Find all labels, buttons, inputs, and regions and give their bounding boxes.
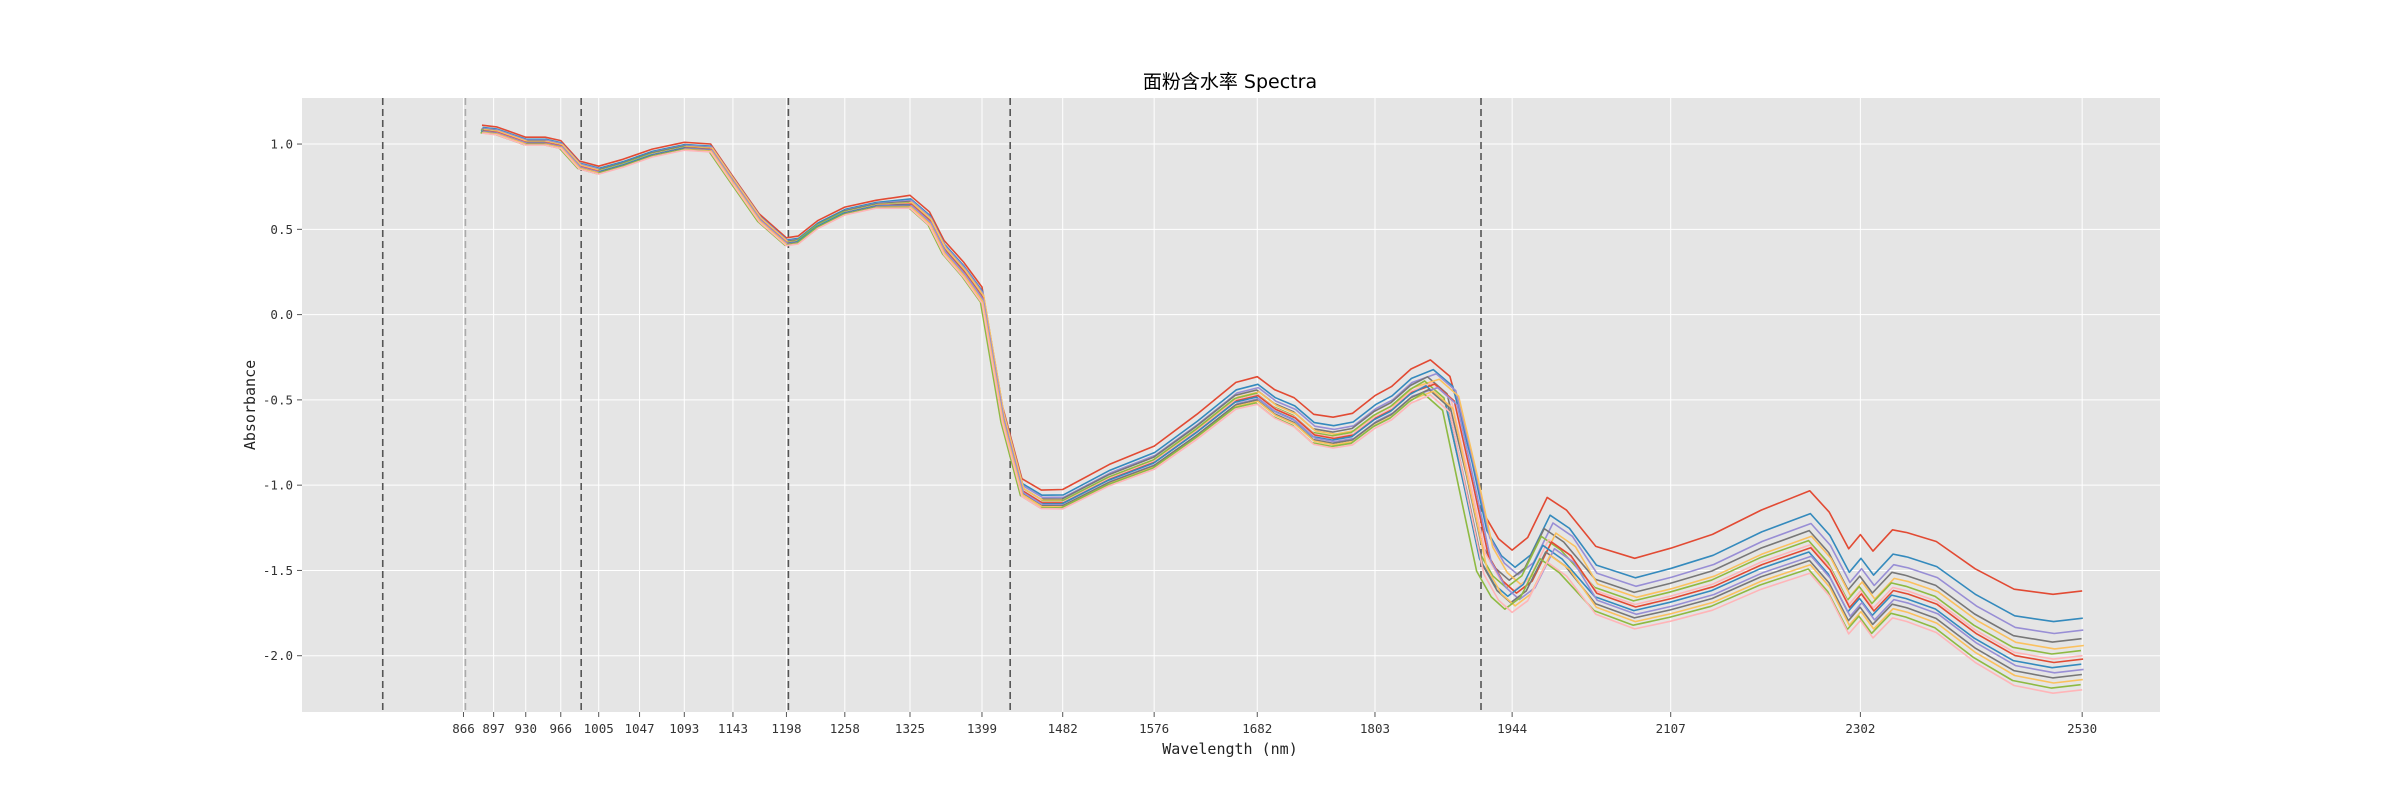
x-axis-ticks: 866 897 930 966 1005 1047 1093 1143 1198 1258 1325… — [452, 712, 2097, 736]
x-tick-label: 1482 — [1048, 721, 1078, 736]
spectrum-series-line — [482, 126, 2083, 623]
spectrum-series-line — [481, 124, 2083, 596]
x-tick-label: 1047 — [624, 721, 654, 736]
x-axis-label: Wavelength (nm) — [1162, 740, 1297, 758]
x-tick-label: 2107 — [1656, 721, 1686, 736]
x-tick-label: 1143 — [718, 721, 748, 736]
spectrum-series-line — [483, 127, 2084, 635]
x-tick-label: 1005 — [584, 721, 614, 736]
y-tick-label: 1.0 — [270, 137, 293, 152]
vertical-markers — [381, 98, 1482, 712]
y-tick-label: 0.0 — [270, 307, 293, 322]
x-tick-label: 930 — [514, 721, 537, 736]
x-tick-label: 2530 — [2067, 721, 2097, 736]
y-tick-label: -1.0 — [263, 478, 293, 493]
spectrum-series-line — [483, 128, 2084, 650]
chart-title: 面粉含水率 Spectra — [1143, 71, 1317, 93]
series-group — [480, 124, 2084, 694]
x-tick-label: 1198 — [771, 721, 801, 736]
x-tick-label: 1576 — [1139, 721, 1169, 736]
x-tick-label: 1093 — [669, 721, 699, 736]
x-tick-label: 1399 — [967, 721, 997, 736]
x-tick-label: 1258 — [830, 721, 860, 736]
y-axis-label: Absorbance — [241, 360, 259, 450]
y-tick-label: -1.5 — [263, 563, 293, 578]
x-tick-label: 1682 — [1242, 721, 1272, 736]
spectrum-series-line — [482, 129, 2084, 664]
spectrum-series-line — [482, 131, 2083, 684]
y-tick-label: -0.5 — [263, 392, 293, 407]
grid — [302, 98, 2160, 712]
x-tick-label: 866 — [452, 721, 475, 736]
x-tick-label: 966 — [549, 721, 572, 736]
y-axis-ticks: 1.0 0.5 0.0 -0.5 -1.0 -1.5 -2.0 — [263, 137, 302, 663]
x-tick-label: 1944 — [1497, 721, 1527, 736]
spectrum-series-line — [483, 130, 2084, 674]
x-tick-label: 897 — [482, 721, 505, 736]
x-tick-label: 2302 — [1845, 721, 1875, 736]
spectrum-series-line — [481, 132, 2083, 694]
x-tick-label: 1803 — [1360, 721, 1390, 736]
x-tick-label: 1325 — [895, 721, 925, 736]
plot-area — [302, 98, 2160, 712]
y-tick-label: 0.5 — [270, 222, 293, 237]
y-tick-label: -2.0 — [263, 648, 293, 663]
